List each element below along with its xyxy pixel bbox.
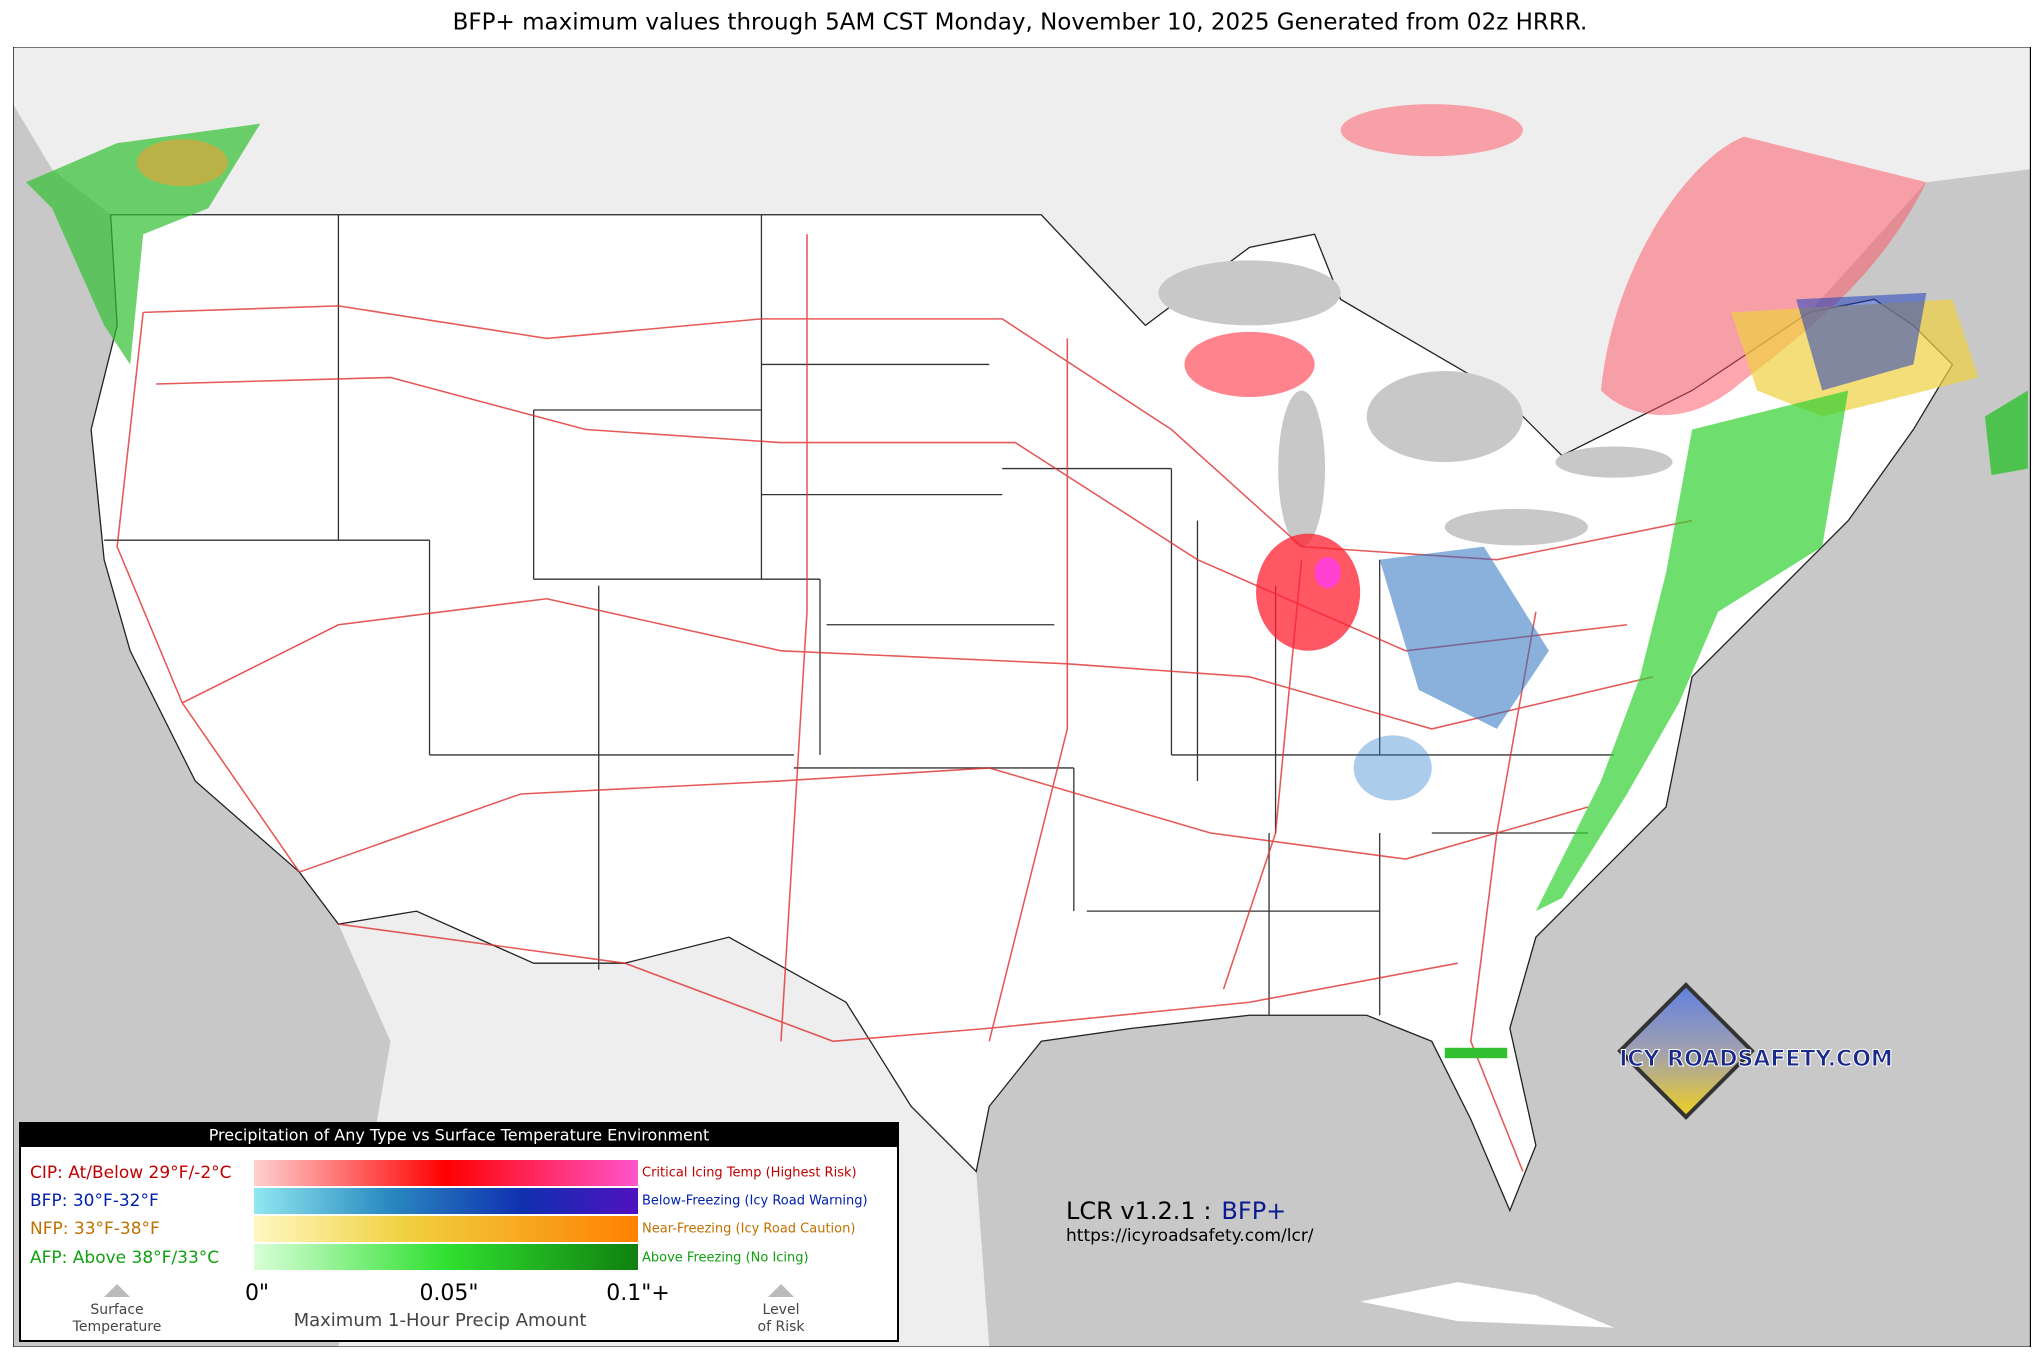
version: LCR v1.2.1 : BFP+ <box>1066 1197 1286 1225</box>
legend-bar <box>254 1188 638 1214</box>
legend-tick: 0" <box>245 1281 269 1306</box>
legend-note: Temperature <box>72 1319 162 1335</box>
version-name: LCR v1.2.1 : <box>1066 1197 1211 1225</box>
legend-label: AFP: Above 38°F/33°C <box>30 1248 219 1268</box>
legend-bar <box>254 1216 638 1242</box>
legend-risk: Near-Freezing (Icy Road Caution) <box>642 1222 855 1237</box>
legend-note: Surface <box>90 1302 143 1318</box>
legend: Precipitation of Any Type vs Surface Tem… <box>19 1122 899 1342</box>
legend-axis-label: Maximum 1-Hour Precip Amount <box>294 1310 587 1331</box>
legend-bar <box>254 1160 638 1186</box>
legend-risk: Below-Freezing (Icy Road Warning) <box>642 1194 868 1209</box>
title: BFP+ maximum values through 5AM CST Mond… <box>453 10 1588 36</box>
legend-label: CIP: At/Below 29°F/-2°C <box>30 1163 232 1183</box>
legend-note: Level <box>763 1302 800 1318</box>
url: https://icyroadsafety.com/lcr/ <box>1066 1226 1314 1246</box>
legend-risk: Critical Icing Temp (Highest Risk) <box>642 1166 857 1181</box>
legend-label: BFP: 30°F-32°F <box>30 1191 159 1211</box>
legend-header: Precipitation of Any Type vs Surface Tem… <box>209 1126 710 1145</box>
legend-bar <box>254 1244 638 1270</box>
legend-tick: 0.1"+ <box>606 1281 670 1306</box>
legend-tick: 0.05" <box>419 1281 478 1306</box>
precip <box>26 104 2028 1059</box>
logo-text: ICY ROADSAFETY.COM <box>1619 1047 1893 1072</box>
legend-note: of Risk <box>758 1319 806 1335</box>
legend-label: NFP: 33°F-38°F <box>30 1219 160 1239</box>
legend-risk: Above Freezing (No Icing) <box>642 1251 809 1266</box>
version-product: BFP+ <box>1221 1197 1286 1225</box>
logo: ICY ROADSAFETY.COM <box>1617 982 1893 1120</box>
